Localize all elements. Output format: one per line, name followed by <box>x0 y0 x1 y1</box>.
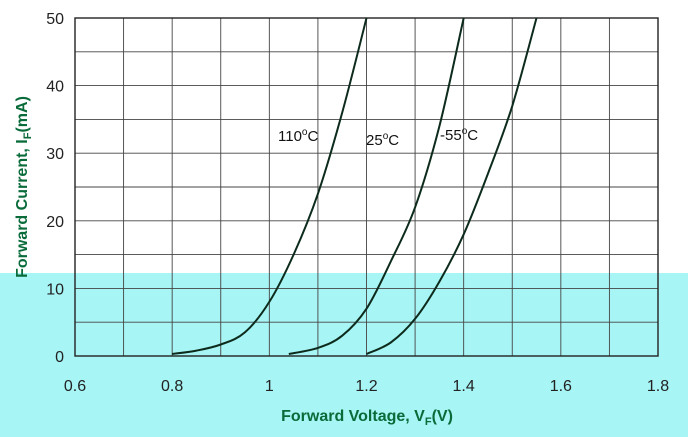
x-axis-title-main: Forward Voltage, V <box>281 408 425 425</box>
y-tick-label: 20 <box>46 214 64 231</box>
curve-label-degree: o <box>302 127 308 138</box>
label-minus55c: -55oC <box>440 126 478 144</box>
curve-label-degree: o <box>462 126 468 137</box>
x-tick-labels: 0.6 0.8 1 1.2 1.4 1.6 1.8 <box>64 378 669 395</box>
highlight-band <box>0 273 688 437</box>
curve-label-value: 110 <box>278 128 302 145</box>
y-axis-title-main: Forward Current, I <box>14 139 31 278</box>
curve-110c <box>172 17 368 355</box>
curve-label-unit: C <box>388 132 399 149</box>
curve-label-value: -55 <box>440 127 462 144</box>
curve-label-unit: C <box>467 127 478 144</box>
y-axis-title: Forward Current, IF(mA) <box>14 96 34 278</box>
y-axis-title-sub: F <box>22 132 34 139</box>
curve-series-group <box>172 17 538 355</box>
x-tick-label: 1.4 <box>453 378 475 395</box>
label-110c: 110oC <box>278 127 318 145</box>
curve-25c <box>288 17 465 355</box>
x-axis-title: Forward Voltage, VF(V) <box>281 408 453 428</box>
curve-label-degree: o <box>383 131 389 142</box>
y-tick-label: 0 <box>55 349 64 366</box>
curve-labels: 110oC 25oC -55oC <box>278 126 478 149</box>
x-axis-title-sub: F <box>425 416 432 428</box>
y-tick-label: 10 <box>46 281 64 298</box>
plot-border <box>74 17 659 357</box>
grid-horizontal <box>75 51 658 323</box>
y-tick-label: 50 <box>46 11 64 28</box>
x-tick-label: 1 <box>265 378 274 395</box>
x-tick-label: 0.6 <box>64 378 86 395</box>
curve-label-value: 25 <box>366 132 383 149</box>
x-tick-label: 1.6 <box>550 378 572 395</box>
curve-minus55c <box>366 17 538 355</box>
x-tick-label: 1.2 <box>355 378 377 395</box>
x-tick-label: 1.8 <box>647 378 669 395</box>
x-tick-label: 0.8 <box>161 378 183 395</box>
y-tick-labels: 0 10 20 30 40 50 <box>46 11 64 366</box>
x-axis-title-tail: (V) <box>432 408 453 425</box>
label-25c: 25oC <box>366 131 399 149</box>
y-tick-label: 30 <box>46 146 64 163</box>
curve-label-unit: C <box>307 128 318 145</box>
y-tick-label: 40 <box>46 79 64 96</box>
y-axis-title-tail: (mA) <box>14 96 31 132</box>
